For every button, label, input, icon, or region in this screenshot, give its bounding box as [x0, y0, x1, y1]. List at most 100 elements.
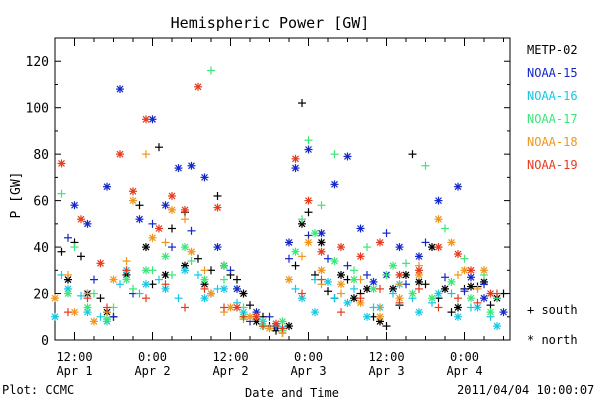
star-stroke-d2: [162, 271, 169, 279]
point-north-noaa-15: [83, 219, 92, 228]
point-north-noaa-19: [376, 238, 384, 247]
star-stroke-d2: [201, 276, 208, 284]
point-north-noaa-16: [220, 284, 228, 293]
star-stroke-d2: [305, 197, 312, 205]
point-north-noaa-15: [187, 161, 196, 170]
point-north-metp-02: [239, 289, 248, 298]
point-north-metp-02: [142, 243, 150, 252]
point-north-noaa-18: [304, 238, 313, 247]
point-south-noaa-19: [376, 284, 384, 293]
plot-credit: Plot: CCMC: [2, 383, 75, 397]
star-stroke-d2: [318, 266, 325, 274]
point-south-metp-02: [447, 308, 456, 317]
point-north-noaa-19: [129, 187, 137, 196]
point-north-noaa-19: [395, 270, 404, 279]
star-stroke-d2: [337, 243, 345, 251]
star-stroke-d2: [51, 294, 59, 302]
point-south-noaa-19: [337, 308, 345, 317]
point-south-noaa-17: [220, 275, 228, 284]
star-stroke-d2: [116, 85, 124, 93]
point-south-noaa-19: [64, 308, 72, 317]
point-north-noaa-15: [116, 85, 124, 94]
star-stroke-d2: [188, 248, 195, 256]
y-tick-label: 20: [33, 288, 49, 303]
point-south-noaa-18: [200, 266, 209, 275]
star-stroke-d2: [162, 285, 169, 293]
star-stroke-d2: [136, 215, 143, 223]
point-south-noaa-19: [259, 322, 267, 331]
point-north-noaa-19: [291, 154, 300, 163]
point-north-noaa-17: [181, 243, 189, 252]
star-stroke-d2: [214, 243, 221, 251]
point-south-noaa-19: [142, 294, 150, 303]
point-north-noaa-17: [220, 261, 228, 270]
star-stroke-d2: [201, 294, 208, 302]
point-north-noaa-19: [356, 252, 365, 261]
star-stroke-d2: [64, 290, 72, 297]
star-stroke-d2: [285, 239, 293, 246]
point-south-noaa-18: [356, 275, 365, 284]
star-stroke-d2: [324, 278, 332, 286]
point-north-noaa-16: [493, 322, 501, 331]
point-south-noaa-15: [265, 312, 274, 321]
star-stroke-d2: [500, 308, 507, 316]
star-stroke-d2: [389, 285, 397, 293]
star-stroke-d2: [142, 243, 150, 251]
point-south-noaa-16: [174, 294, 183, 303]
point-south-metp-02: [291, 261, 300, 270]
star-stroke-d2: [305, 146, 312, 153]
point-south-noaa-18: [473, 284, 482, 293]
star-stroke-d2: [103, 315, 111, 323]
star-stroke-d2: [435, 215, 442, 223]
point-south-noaa-17: [70, 243, 79, 252]
point-north-noaa-16: [142, 280, 150, 289]
point-south-noaa-17: [350, 266, 358, 275]
legend-item-noaa-16: NOAA-16: [527, 89, 578, 103]
point-north-noaa-17: [103, 315, 111, 324]
point-south-noaa-17: [207, 66, 215, 75]
star-stroke-d2: [162, 252, 169, 260]
point-south-noaa-18: [337, 289, 345, 298]
star-stroke-d2: [311, 308, 319, 316]
point-south-noaa-16: [116, 280, 124, 289]
point-south-metp-02: [382, 322, 391, 331]
point-north-noaa-17: [278, 317, 287, 326]
point-north-noaa-17: [408, 289, 417, 298]
point-north-noaa-15: [369, 277, 378, 286]
star-stroke-d2: [142, 266, 150, 274]
chart-title: Hemispheric Power [GW]: [171, 14, 370, 32]
star-stroke-d2: [175, 164, 182, 172]
point-south-metp-02: [194, 254, 202, 263]
star-stroke-d2: [363, 313, 371, 321]
point-north-noaa-15: [480, 294, 488, 303]
star-stroke-d2: [376, 313, 384, 321]
star-stroke-d2: [71, 308, 78, 316]
point-north-noaa-19: [415, 266, 423, 275]
point-north-noaa-18: [395, 294, 404, 303]
star-stroke-d2: [214, 204, 221, 212]
point-north-noaa-16: [200, 294, 209, 303]
star-stroke-d2: [84, 220, 91, 228]
star-stroke-d2: [331, 180, 338, 188]
star-stroke-d2: [285, 322, 293, 330]
point-north-noaa-17: [161, 252, 170, 261]
point-north-noaa-18: [317, 266, 326, 275]
star-stroke-d2: [370, 278, 377, 286]
point-south-noaa-18: [298, 252, 306, 261]
star-stroke-d2: [246, 313, 254, 321]
point-north-noaa-19: [454, 250, 462, 259]
point-south-noaa-15: [324, 254, 332, 263]
star-stroke-d2: [266, 324, 273, 332]
point-north-noaa-15: [395, 243, 404, 252]
point-north-noaa-18: [337, 280, 345, 289]
star-stroke-d2: [396, 243, 403, 251]
point-north-noaa-15: [161, 201, 170, 210]
star-stroke-d2: [454, 183, 462, 191]
point-south-noaa-19: [103, 303, 111, 312]
point-north-noaa-15: [454, 182, 462, 191]
star-stroke-d2: [253, 313, 260, 321]
star-stroke-d2: [162, 201, 169, 209]
star-stroke-d2: [454, 304, 462, 311]
legend-item-noaa-18: NOAA-18: [527, 135, 578, 149]
